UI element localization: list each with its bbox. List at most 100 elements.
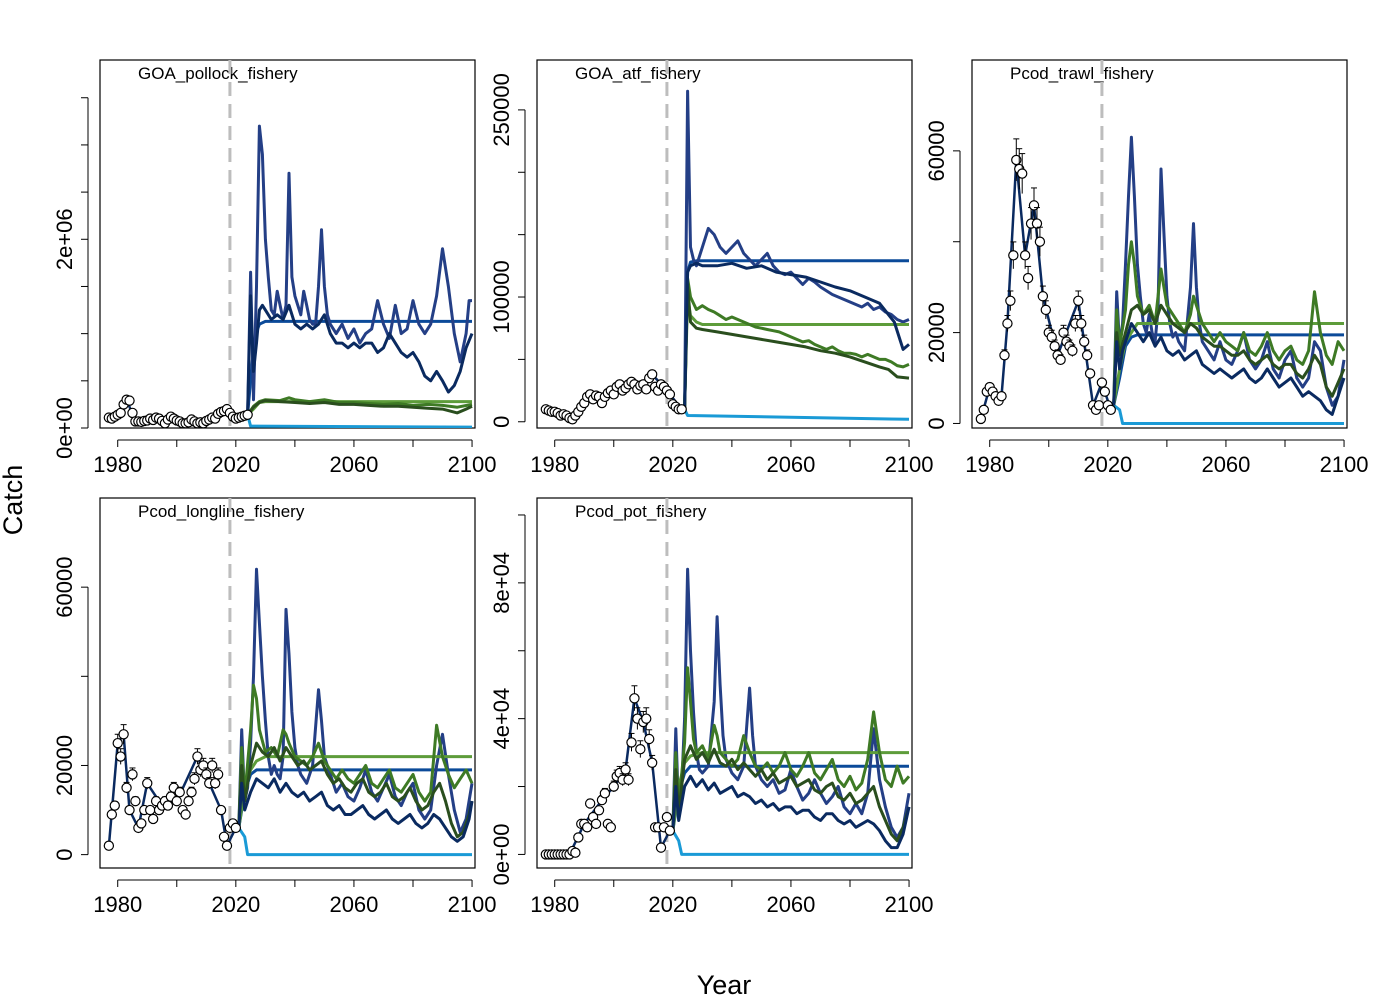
observed-point	[1005, 295, 1016, 306]
observed-point	[209, 778, 221, 789]
x-axis: 1980 2020 2060 2100	[530, 879, 934, 917]
x-tick-label: 2020	[648, 452, 697, 477]
series-line-3	[671, 567, 911, 839]
observed-point	[201, 769, 212, 780]
y-tick-label: 4e+04	[489, 688, 514, 750]
x-tick-label: 2020	[211, 452, 260, 477]
observed-point	[147, 813, 159, 825]
x-tick-label: 2060	[329, 452, 378, 477]
observed-point	[978, 404, 990, 416]
y-tick-label: 20000	[52, 735, 77, 796]
observed-point	[676, 404, 687, 415]
chart-panel: 1980 2020 2060 2100 0 100000 250000 GOA_atf_fis…	[489, 59, 934, 477]
plot-frame	[536, 497, 913, 869]
observed-point	[573, 832, 584, 843]
observed-point	[1002, 318, 1013, 329]
y-tick-label: 2e+06	[52, 208, 77, 270]
y-tick-label: 0e+00	[52, 397, 77, 459]
observed-point	[593, 805, 605, 816]
x-tick-label: 2060	[1201, 452, 1250, 477]
observed-point	[1076, 318, 1087, 329]
series-line-1	[1112, 404, 1344, 425]
series-line-7	[237, 777, 474, 843]
panel-title: Pcod_pot_fishery	[575, 502, 707, 521]
observed-point	[121, 782, 132, 793]
x-tick-label: 1980	[93, 452, 142, 477]
observed-point	[1037, 291, 1049, 302]
observed-point	[1096, 377, 1108, 388]
series-line-1	[237, 827, 472, 857]
historical-fit-line	[979, 158, 1112, 420]
observed-point	[999, 350, 1010, 361]
observed-point	[1105, 404, 1116, 416]
panel-title: GOA_atf_fishery	[575, 64, 701, 83]
observed-point	[136, 818, 147, 829]
observed-point	[664, 825, 676, 836]
observed-point	[1034, 236, 1046, 247]
observed-point	[1040, 304, 1052, 316]
y-axis: 0 100000 250000	[489, 73, 526, 428]
observed-point	[975, 413, 987, 425]
observed-point	[584, 798, 596, 809]
observed-point	[641, 384, 652, 395]
observed-point	[1046, 331, 1057, 343]
observed-point	[608, 781, 619, 792]
observed-point	[1093, 400, 1105, 411]
panel-title: Pcod_longline_fishery	[138, 502, 305, 521]
observed-point	[118, 729, 129, 740]
chart-panel: 1980 2020 2060 2100 0e+00 4e+04 8e+04 Pcod_pot_…	[489, 497, 934, 917]
y-tick-label: 60000	[52, 557, 77, 618]
observed-point	[1084, 368, 1096, 379]
observed-point	[623, 774, 634, 785]
y-tick-label: 250000	[489, 73, 514, 146]
x-tick-label: 2100	[1320, 452, 1369, 477]
series-line-6	[237, 741, 474, 839]
observed-point	[221, 840, 233, 851]
observed-point	[629, 693, 640, 704]
x-tick-label: 1980	[93, 892, 142, 917]
series-line-5	[1112, 240, 1346, 406]
observed-point	[180, 809, 191, 820]
x-tick-label: 2100	[448, 452, 497, 477]
observed-point	[207, 760, 218, 771]
x-tick-label: 2020	[648, 892, 697, 917]
series-line-3	[683, 89, 910, 410]
observed-point	[109, 800, 120, 811]
x-tick-label: 2060	[329, 892, 378, 917]
observed-point	[171, 795, 182, 807]
observed-point	[1055, 354, 1066, 366]
series-line-6	[671, 744, 911, 843]
series-line-7	[246, 294, 474, 415]
y-axis: 0 20000 60000	[924, 120, 961, 430]
plot-frame	[99, 59, 476, 429]
y-tick-label: 100000	[489, 260, 514, 333]
observed-point	[590, 818, 602, 830]
series-line-5	[671, 666, 911, 831]
observed-point	[215, 804, 227, 816]
plot-area	[540, 498, 911, 868]
y-axis-label: Catch	[0, 465, 28, 536]
observed-point	[1099, 386, 1111, 397]
observed-point	[1016, 168, 1028, 179]
observed-point	[242, 409, 253, 420]
observed-point	[661, 811, 673, 823]
observed-point	[124, 395, 135, 406]
observed-point	[996, 390, 1007, 402]
observed-point	[1079, 336, 1090, 347]
x-axis: 1980 2020 2060 2100	[965, 439, 1369, 477]
observed-point	[142, 778, 153, 789]
observed-points	[103, 394, 253, 428]
x-tick-label: 2100	[885, 452, 934, 477]
observed-point	[162, 800, 174, 811]
observed-point	[115, 407, 126, 419]
observed-point	[130, 795, 141, 807]
x-tick-label: 1980	[530, 452, 579, 477]
chart-panel: 1980 2020 2060 2100 0 20000 60000 Pcod_trawl_fi…	[924, 59, 1369, 477]
observed-point	[1067, 345, 1078, 356]
observed-point	[115, 751, 126, 762]
x-tick-label: 2020	[1083, 452, 1132, 477]
observed-point	[644, 733, 655, 745]
observed-point	[192, 751, 203, 762]
series-line-5	[683, 276, 910, 410]
